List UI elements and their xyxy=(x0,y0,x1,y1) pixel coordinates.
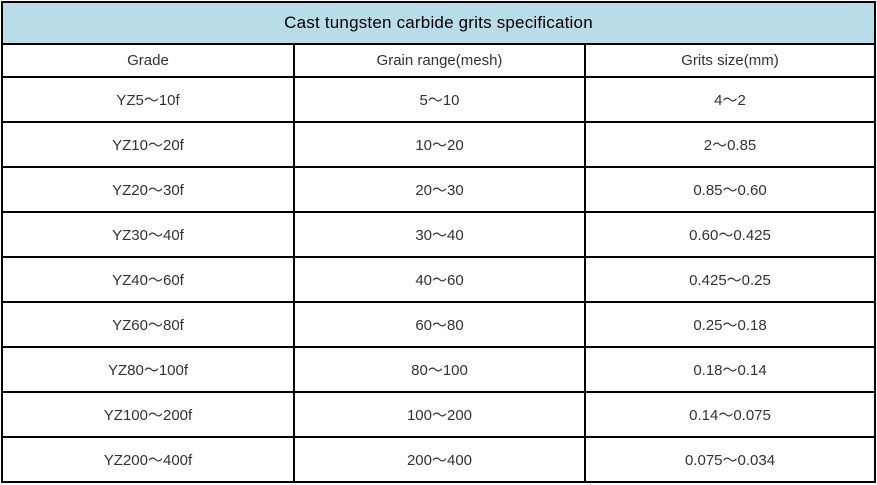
grain-range-cell: 40～60 xyxy=(293,256,586,303)
grain-range-cell: 30～40 xyxy=(293,211,586,258)
grade-cell: YZ10～20f xyxy=(1,121,295,168)
table-row: YZ20～30f 20～30 0.85～0.60 xyxy=(1,166,877,213)
table-header-row: Grade Grain range(mesh) Grits size(mm) xyxy=(1,43,877,78)
grits-size-cell: 4～2 xyxy=(583,76,877,123)
grade-cell: YZ40～60f xyxy=(1,256,295,303)
grade-cell: YZ100～200f xyxy=(1,391,295,438)
grade-cell: YZ60～80f xyxy=(1,301,295,348)
grain-range-cell: 80～100 xyxy=(293,346,586,393)
title-row: Cast tungsten carbide grits specificatio… xyxy=(0,1,877,45)
table-row: YZ10～20f 10～20 2～0.85 xyxy=(1,121,877,168)
grain-range-cell: 5～10 xyxy=(293,76,586,123)
grits-size-cell: 0.18～0.14 xyxy=(583,346,877,393)
column-header-grain-range: Grain range(mesh) xyxy=(293,43,586,78)
table-row: YZ5～10f 5～10 4～2 xyxy=(1,76,877,123)
grits-size-cell: 0.60～0.425 xyxy=(583,211,877,258)
grain-range-cell: 60～80 xyxy=(293,301,586,348)
grade-cell: YZ20～30f xyxy=(1,166,295,213)
grain-range-cell: 100～200 xyxy=(293,391,586,438)
grade-cell: YZ80～100f xyxy=(1,346,295,393)
grits-size-cell: 2～0.85 xyxy=(583,121,877,168)
grain-range-cell: 10～20 xyxy=(293,121,586,168)
grain-range-cell: 200～400 xyxy=(293,436,586,483)
table-row: YZ30～40f 30～40 0.60～0.425 xyxy=(1,211,877,258)
table-row: YZ60～80f 60～80 0.25～0.18 xyxy=(1,301,877,348)
column-header-grits-size: Grits size(mm) xyxy=(583,43,877,78)
page-title: Cast tungsten carbide grits specificatio… xyxy=(0,1,877,45)
grits-size-cell: 0.075～0.034 xyxy=(583,436,877,483)
column-header-grade: Grade xyxy=(1,43,295,78)
grain-range-cell: 20～30 xyxy=(293,166,586,213)
grade-cell: YZ30～40f xyxy=(1,211,295,258)
grade-cell: YZ5～10f xyxy=(1,76,295,123)
table-row: YZ40～60f 40～60 0.425～0.25 xyxy=(1,256,877,303)
grits-size-cell: 0.14～0.075 xyxy=(583,391,877,438)
grade-cell: YZ200～400f xyxy=(1,436,295,483)
table-row: YZ80～100f 80～100 0.18～0.14 xyxy=(1,346,877,393)
grits-size-cell: 0.85～0.60 xyxy=(583,166,877,213)
table-row: YZ100～200f 100～200 0.14～0.075 xyxy=(1,391,877,438)
table-row: YZ200～400f 200～400 0.075～0.034 xyxy=(1,436,877,483)
grits-size-cell: 0.25～0.18 xyxy=(583,301,877,348)
grits-size-cell: 0.425～0.25 xyxy=(583,256,877,303)
